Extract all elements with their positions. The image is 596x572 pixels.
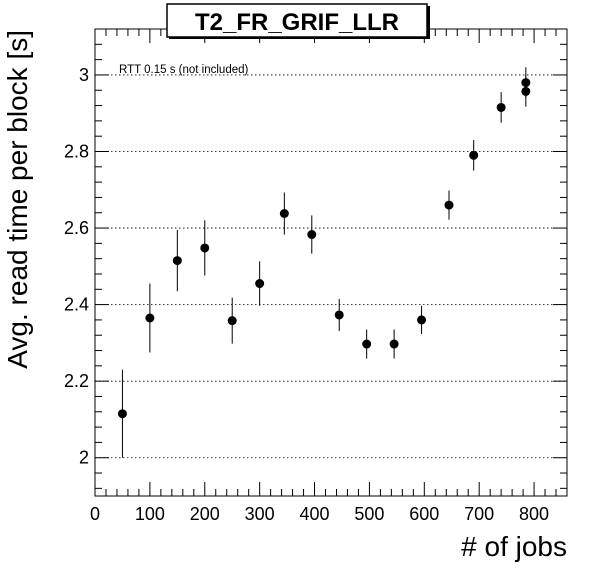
annotation-rtt: RTT 0.15 s (not included) <box>119 64 249 76</box>
y-axis-label: Avg. read time per block [s] <box>2 30 33 369</box>
x-tick-label: 400 <box>300 504 330 524</box>
data-point <box>496 102 506 112</box>
data-point <box>200 243 210 253</box>
y-tick-label: 2.4 <box>64 295 89 315</box>
plot-frame <box>94 28 568 497</box>
x-axis-label: # of jobs <box>461 531 567 562</box>
data-point <box>417 315 427 325</box>
title-box-shadow-bottom <box>169 37 430 39</box>
x-tick-label: 700 <box>464 504 494 524</box>
data-point <box>444 200 454 210</box>
data-point <box>389 339 399 349</box>
data-point <box>334 310 344 320</box>
x-tick-label: 100 <box>135 504 165 524</box>
y-tick-label: 2.8 <box>64 141 89 161</box>
data-point <box>117 409 127 419</box>
y-tick-label: 2 <box>79 448 89 468</box>
y-tick-label: 2.6 <box>64 218 89 238</box>
x-tick-label: 0 <box>90 504 100 524</box>
data-point <box>521 86 531 96</box>
data-point <box>469 150 479 160</box>
data-point <box>255 279 265 289</box>
data-point <box>307 230 317 240</box>
chart-title: T2_FR_GRIF_LLR <box>195 9 399 36</box>
y-tick-label: 3 <box>79 65 89 85</box>
x-tick-label: 800 <box>519 504 549 524</box>
data-point <box>279 209 289 219</box>
x-tick-label: 200 <box>190 504 220 524</box>
data-point <box>227 316 237 326</box>
data-points <box>117 67 531 458</box>
data-point <box>172 256 182 266</box>
x-tick-label: 600 <box>409 504 439 524</box>
title-box-shadow <box>427 6 430 39</box>
x-tick-label: 300 <box>245 504 275 524</box>
y-tick-label: 2.2 <box>64 371 89 391</box>
grid-lines <box>95 74 567 459</box>
data-point <box>362 339 372 349</box>
data-point <box>145 313 155 323</box>
x-tick-label: 500 <box>354 504 384 524</box>
axis-ticks: 2 2.2 2.4 2.6 2.8 3 0 100 200 300 400 500 600 700 800 <box>64 29 567 524</box>
